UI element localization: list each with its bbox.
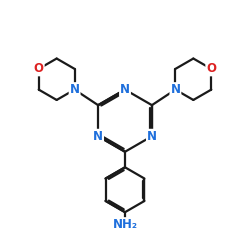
Text: N: N (170, 83, 180, 96)
Text: N: N (147, 130, 157, 143)
Text: N: N (120, 83, 130, 96)
Text: N: N (70, 83, 80, 96)
Text: NH₂: NH₂ (112, 218, 138, 231)
Text: O: O (34, 62, 44, 76)
Text: N: N (93, 130, 103, 143)
Text: O: O (206, 62, 216, 76)
